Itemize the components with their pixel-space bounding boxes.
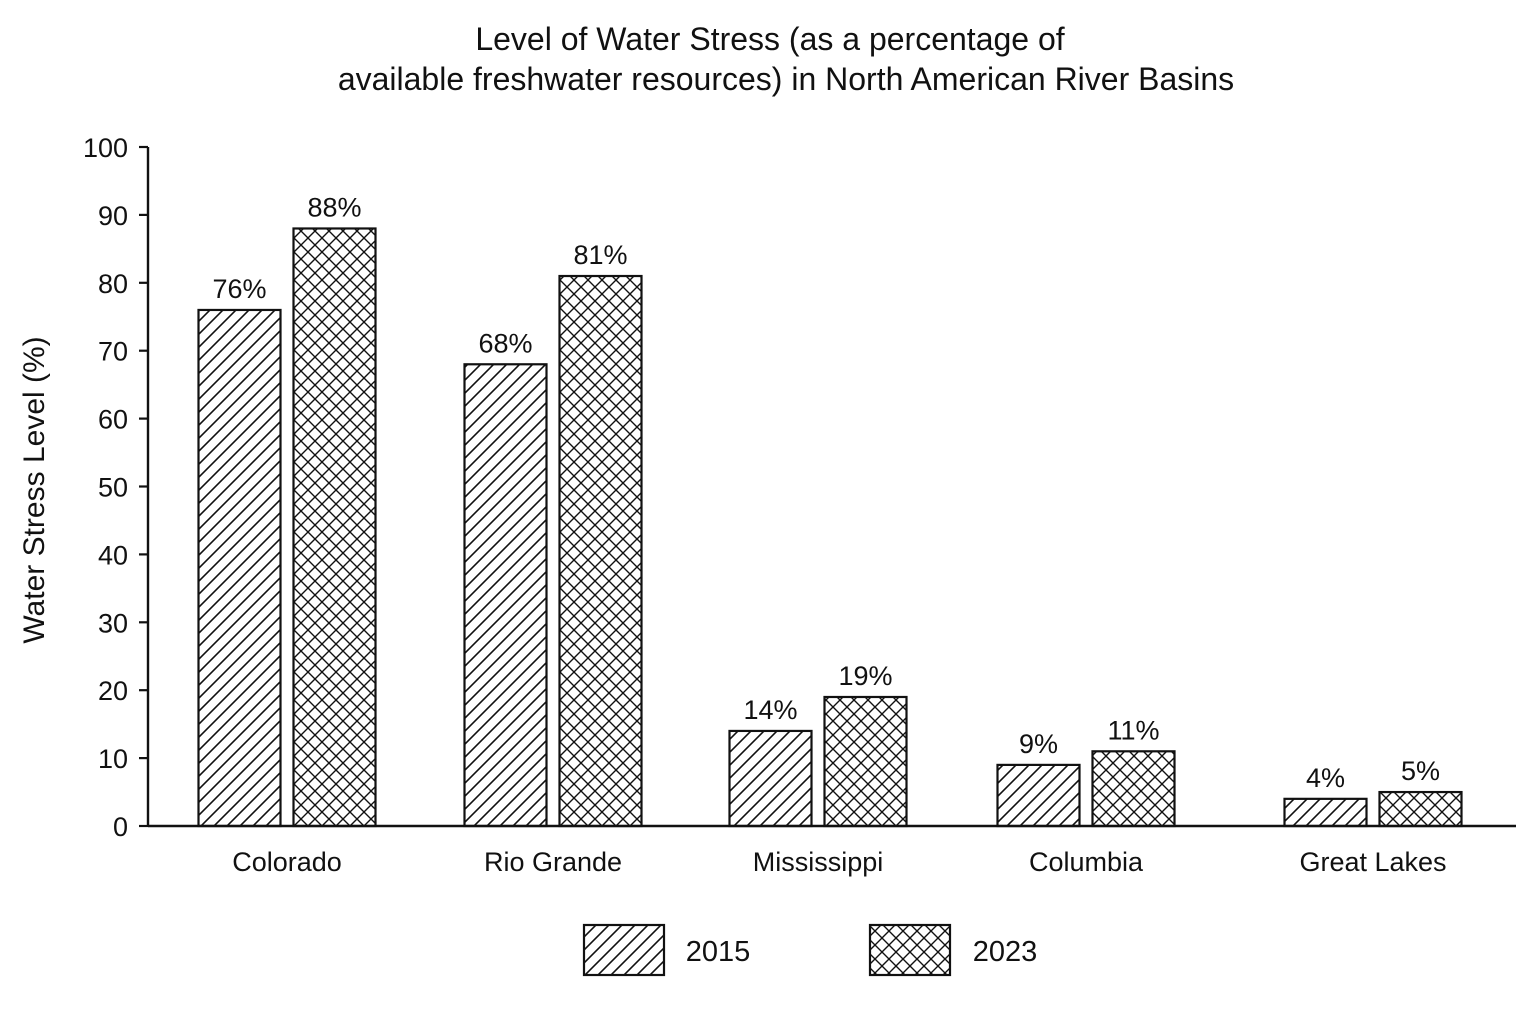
bar-2015-great-lakes [1283, 797, 1368, 828]
bar-value-label: 81% [573, 240, 627, 270]
y-tick-label: 90 [98, 201, 128, 231]
y-tick-label: 20 [98, 676, 128, 706]
chart-title: Level of Water Stress (as a percentage o… [338, 21, 1234, 97]
y-tick-label: 40 [98, 540, 128, 570]
legend: 2015 2023 [582, 923, 1038, 977]
legend-label: 2015 [686, 936, 751, 968]
x-category-label: Columbia [1029, 847, 1144, 877]
bar-2023-columbia [1091, 750, 1176, 828]
y-tick-label: 0 [113, 812, 128, 842]
x-category-label: Mississippi [753, 847, 884, 877]
y-tick-label: 50 [98, 473, 128, 503]
bars-group [197, 227, 1463, 828]
bar-2023-mississippi [823, 695, 908, 828]
legend-swatch [582, 923, 666, 977]
chart-title-line-2: available freshwater resources) in North… [338, 61, 1234, 97]
bar-2015-colorado [197, 308, 282, 828]
bar-2023-great-lakes [1378, 790, 1463, 828]
category-labels-group: Colorado Rio Grande Mississippi Columbia Gre… [232, 847, 1446, 877]
y-tick-label: 10 [98, 744, 128, 774]
y-tick-label: 70 [98, 337, 128, 367]
legend-item-2023: 2023 [868, 923, 1038, 977]
bar-2015-columbia [996, 763, 1081, 828]
y-tick-label: 80 [98, 269, 128, 299]
bar-value-label: 68% [478, 328, 532, 358]
chart-title-line-1: Level of Water Stress (as a percentage o… [475, 21, 1064, 57]
bar-2023-rio-grande [558, 274, 643, 828]
value-labels-group: 76% 88% 68% 81% 14% 19% 9% 11% 4% 5% [212, 192, 1440, 792]
x-category-label: Rio Grande [484, 847, 622, 877]
y-axis: 0 10 20 30 40 50 60 70 80 90 100 [83, 133, 150, 842]
bar-2015-mississippi [728, 729, 813, 828]
legend-swatch [868, 923, 952, 977]
legend-label: 2023 [973, 936, 1038, 968]
y-tick-label: 100 [83, 133, 128, 163]
x-category-label: Great Lakes [1299, 847, 1446, 877]
bar-value-label: 14% [743, 695, 797, 725]
bar-2015-rio-grande [463, 363, 548, 828]
bar-value-label: 11% [1107, 715, 1159, 745]
bar-value-label: 4% [1306, 763, 1345, 793]
y-axis-label: Water Stress Level (%) [18, 336, 51, 643]
y-tick-label: 60 [98, 405, 128, 435]
bar-value-label: 19% [838, 661, 892, 691]
bar-2023-colorado [292, 227, 377, 828]
bar-value-label: 88% [307, 192, 361, 222]
bar-value-label: 76% [212, 274, 266, 304]
y-tick-label: 30 [98, 608, 128, 638]
legend-item-2015: 2015 [582, 923, 751, 977]
x-category-label: Colorado [232, 847, 342, 877]
bar-value-label: 9% [1019, 729, 1058, 759]
bar-value-label: 5% [1401, 756, 1440, 786]
